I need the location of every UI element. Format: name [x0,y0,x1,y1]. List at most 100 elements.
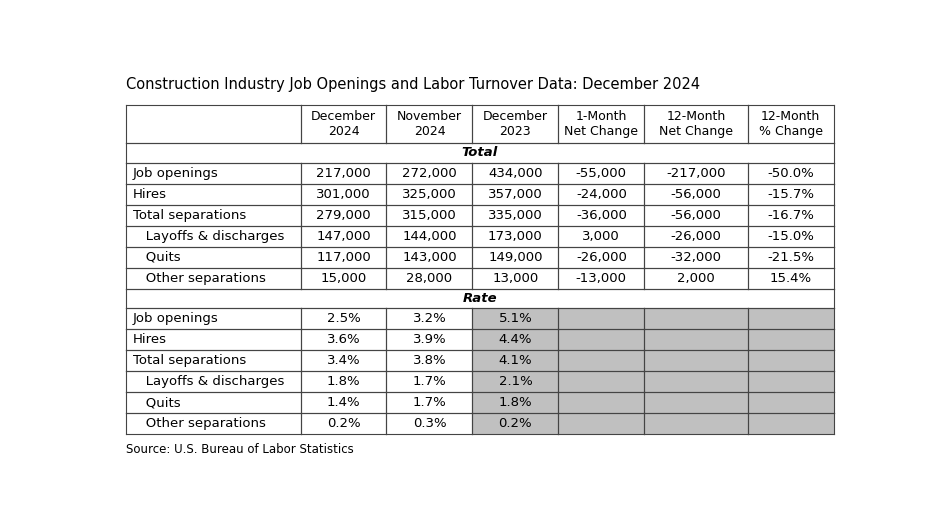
Text: 217,000: 217,000 [316,167,371,180]
Text: Job openings: Job openings [133,167,219,180]
Bar [125,329,300,350]
Bar [559,162,644,184]
Text: Job openings: Job openings [133,312,219,325]
Text: 149,000: 149,000 [489,251,543,264]
Text: Total separations: Total separations [133,209,246,221]
Text: Source: U.S. Bureau of Labor Statistics: Source: U.S. Bureau of Labor Statistics [125,443,354,456]
Text: 301,000: 301,000 [316,187,371,200]
Text: Other separations: Other separations [133,418,266,431]
Bar [125,162,300,184]
Bar [748,268,834,289]
Bar [387,371,473,393]
Text: 1-Month
Net Change: 1-Month Net Change [564,110,638,138]
Bar [473,184,559,205]
Bar [559,105,644,143]
Bar [387,329,473,350]
Bar [300,371,387,393]
Bar [748,309,834,329]
Bar [473,393,559,413]
Bar [473,413,559,434]
Text: Layoffs & discharges: Layoffs & discharges [133,230,285,243]
Text: Rate: Rate [462,292,497,305]
Bar [644,371,748,393]
Text: -36,000: -36,000 [576,209,627,221]
Bar [125,393,300,413]
Text: Total: Total [461,146,498,159]
Text: 2.5%: 2.5% [327,312,360,325]
Text: -15.7%: -15.7% [768,187,814,200]
Text: 12-Month
Net Change: 12-Month Net Change [659,110,733,138]
Bar [387,246,473,268]
Text: -32,000: -32,000 [670,251,722,264]
Text: 1.7%: 1.7% [413,396,446,409]
Text: 335,000: 335,000 [488,209,543,221]
Text: November
2024: November 2024 [397,110,462,138]
Text: December
2023: December 2023 [483,110,548,138]
Text: 144,000: 144,000 [402,230,457,243]
Bar [300,393,387,413]
Bar [125,350,300,371]
Text: Hires: Hires [133,334,167,347]
Text: 3.4%: 3.4% [327,354,360,367]
Bar [559,329,644,350]
Text: 279,000: 279,000 [316,209,371,221]
Bar [644,246,748,268]
Text: Quits: Quits [133,251,181,264]
Text: 0.2%: 0.2% [327,418,360,431]
Bar [644,205,748,226]
Text: -26,000: -26,000 [670,230,722,243]
Bar [387,350,473,371]
Text: 1.8%: 1.8% [327,375,360,388]
Bar [300,246,387,268]
Bar [559,226,644,246]
Text: 272,000: 272,000 [402,167,457,180]
Bar [559,413,644,434]
Bar [300,413,387,434]
Bar [125,268,300,289]
Text: 325,000: 325,000 [402,187,457,200]
Bar [300,329,387,350]
Text: December
2024: December 2024 [311,110,376,138]
Bar [748,246,834,268]
Bar [387,393,473,413]
Bar [125,289,834,309]
Bar [559,268,644,289]
Text: 3.2%: 3.2% [413,312,446,325]
Text: 1.8%: 1.8% [499,396,533,409]
Text: -26,000: -26,000 [576,251,627,264]
Bar [644,162,748,184]
Bar [300,205,387,226]
Bar [644,226,748,246]
Bar [473,226,559,246]
Bar [748,329,834,350]
Bar [473,162,559,184]
Bar [644,268,748,289]
Bar [125,371,300,393]
Text: 12-Month
% Change: 12-Month % Change [759,110,823,138]
Text: 315,000: 315,000 [402,209,457,221]
Text: -217,000: -217,000 [666,167,725,180]
Text: -13,000: -13,000 [576,271,627,284]
Bar [559,350,644,371]
Bar [559,393,644,413]
Bar [559,205,644,226]
Bar [300,268,387,289]
Bar [748,413,834,434]
Bar [125,226,300,246]
Text: 4.1%: 4.1% [499,354,533,367]
Bar [748,350,834,371]
Bar [748,205,834,226]
Text: 3.6%: 3.6% [327,334,360,347]
Bar [473,329,559,350]
Bar [473,246,559,268]
Bar [300,162,387,184]
Text: 0.2%: 0.2% [499,418,533,431]
Text: 3.9%: 3.9% [413,334,446,347]
Bar [387,413,473,434]
Bar [387,162,473,184]
Bar [387,268,473,289]
Text: 15,000: 15,000 [320,271,367,284]
Bar [387,184,473,205]
Bar [473,350,559,371]
Text: 2,000: 2,000 [677,271,715,284]
